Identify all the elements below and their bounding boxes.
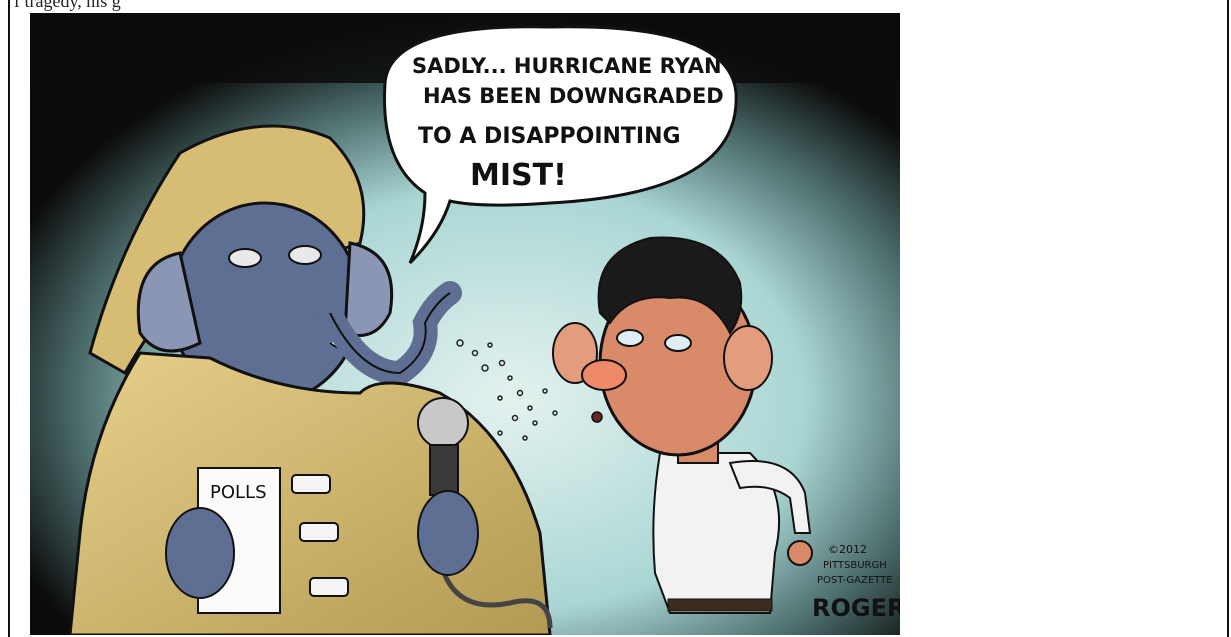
speech-line-2: HAS BEEN DOWNGRADED bbox=[423, 84, 724, 108]
man-mouth bbox=[591, 411, 603, 423]
man-hair bbox=[597, 236, 743, 335]
editorial-cartoon: SADLY... HURRICANE RYAN HAS BEEN DOWNGRA… bbox=[30, 13, 900, 635]
cropped-caption-text: f tragedy, his g bbox=[14, 0, 121, 11]
speech-line-4: MIST! bbox=[470, 158, 567, 193]
coat-clasp bbox=[299, 522, 339, 542]
man-ear-right bbox=[723, 325, 773, 391]
artist-signature: ROGERS bbox=[812, 594, 900, 622]
publisher-line-2: POST-GAZETTE bbox=[817, 575, 893, 586]
frame-border-left bbox=[8, 0, 10, 637]
elephant-eye-right bbox=[288, 245, 322, 265]
man-nose bbox=[581, 359, 627, 391]
coat-clasp bbox=[291, 474, 331, 494]
man-eye-left bbox=[616, 329, 644, 347]
elephant-hand-right bbox=[417, 490, 479, 576]
frame-border-right bbox=[1227, 0, 1229, 637]
publisher-line-1: PITTSBURGH bbox=[823, 560, 887, 571]
speech-bubble: SADLY... HURRICANE RYAN HAS BEEN DOWNGRA… bbox=[383, 25, 738, 265]
elephant-reporter: POLLS bbox=[68, 124, 553, 635]
mist-spray bbox=[456, 339, 558, 441]
polls-label: POLLS bbox=[210, 482, 267, 503]
man-arm bbox=[728, 460, 812, 534]
microphone bbox=[417, 397, 553, 629]
coat-clasp bbox=[309, 577, 349, 597]
man-belt bbox=[667, 598, 773, 612]
elephant-ear-right bbox=[343, 241, 394, 337]
speech-line-1: SADLY... HURRICANE RYAN bbox=[412, 54, 722, 78]
elephant-eye-left bbox=[228, 248, 262, 268]
man-hand bbox=[787, 540, 813, 566]
elephant-ear-left bbox=[136, 251, 202, 353]
elephant-hand-left bbox=[165, 507, 235, 599]
man-figure bbox=[552, 236, 813, 614]
artist-credit: ©2012 PITTSBURGH POST-GAZETTE ROGERS bbox=[812, 543, 900, 622]
man-eye-right bbox=[664, 334, 692, 352]
speech-line-3: TO A DISAPPOINTING bbox=[418, 124, 681, 149]
copyright-year: ©2012 bbox=[828, 543, 867, 556]
